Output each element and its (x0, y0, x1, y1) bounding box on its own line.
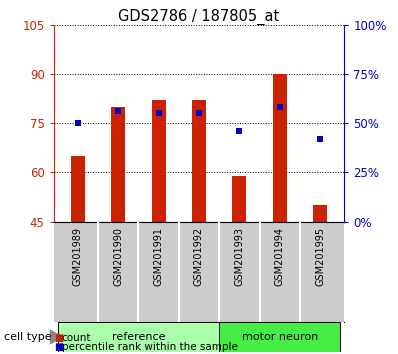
Bar (232, 176, 246, 222)
Bar (313, 205, 327, 222)
Text: GSM201995: GSM201995 (315, 227, 325, 286)
Point (236, 128, 242, 134)
Text: GSM201994: GSM201994 (275, 227, 285, 286)
Bar (71, 156, 85, 222)
Text: GSM201993: GSM201993 (234, 227, 244, 286)
Text: cell type: cell type (4, 332, 52, 342)
Bar (152, 100, 166, 222)
Bar (192, 100, 206, 222)
Text: percentile rank within the sample: percentile rank within the sample (62, 342, 238, 352)
Text: ■: ■ (54, 342, 63, 352)
Text: reference: reference (112, 332, 165, 342)
Point (277, 105, 283, 110)
Text: GSM201992: GSM201992 (194, 227, 204, 286)
Bar (273, 74, 287, 222)
Bar (219, 322, 340, 352)
Text: GSM201989: GSM201989 (73, 227, 83, 286)
Title: GDS2786 / 187805_at: GDS2786 / 187805_at (118, 8, 280, 25)
Text: GSM201990: GSM201990 (113, 227, 123, 286)
Polygon shape (50, 329, 64, 345)
Point (156, 110, 162, 116)
Point (75, 120, 81, 126)
Point (196, 110, 202, 116)
Point (317, 136, 323, 142)
Bar (58, 322, 219, 352)
Point (115, 109, 121, 114)
Text: motor neuron: motor neuron (242, 332, 318, 342)
Bar (111, 107, 125, 222)
Text: ■: ■ (54, 333, 63, 343)
Text: GSM201991: GSM201991 (154, 227, 164, 286)
Text: count: count (62, 333, 91, 343)
